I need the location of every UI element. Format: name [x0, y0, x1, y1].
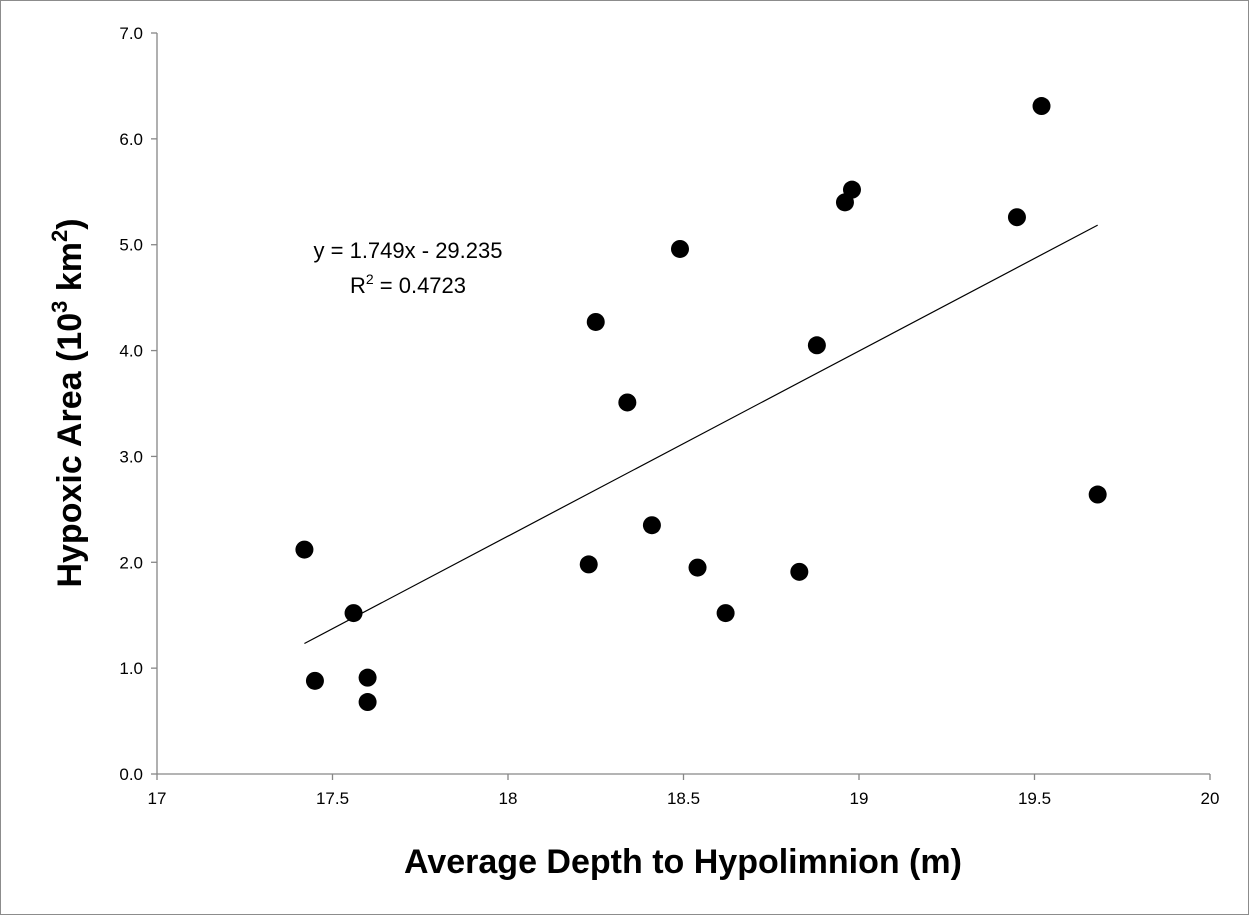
- y-tick-label: 4.0: [119, 342, 143, 361]
- data-point: [1088, 485, 1107, 504]
- x-tick-label: 19: [850, 789, 869, 808]
- axes: [151, 32, 1211, 780]
- y-tick-label: 0.0: [119, 765, 143, 784]
- data-point: [618, 393, 637, 412]
- data-point: [842, 180, 861, 199]
- y-tick-labels: 0.0 1.0 2.0 3.0 4.0 5.0 6.0 7.0: [119, 24, 143, 784]
- x-tick-labels: 17 17.5 18 18.5 19 19.5 20: [148, 789, 1220, 808]
- x-tick-label: 18: [499, 789, 518, 808]
- data-point: [579, 555, 598, 574]
- x-tick-label: 17: [148, 789, 167, 808]
- x-tick-label: 19.5: [1018, 789, 1051, 808]
- x-tick-label: 17.5: [316, 789, 349, 808]
- data-point: [305, 671, 324, 690]
- y-tick-label: 1.0: [119, 659, 143, 678]
- x-axis-title: Average Depth to Hypolimnion (m): [404, 843, 962, 881]
- x-tick-label: 18.5: [667, 789, 700, 808]
- y-tick-label: 3.0: [119, 447, 143, 466]
- x-tick-label: 20: [1201, 789, 1220, 808]
- data-point: [344, 604, 363, 623]
- y-tick-label: 2.0: [119, 553, 143, 572]
- y-tick-label: 6.0: [119, 130, 143, 149]
- y-axis-title: Hypoxic Area (103 km2): [47, 218, 89, 587]
- data-point: [295, 540, 314, 559]
- data-point: [670, 239, 689, 258]
- r-squared-label: R2 = 0.4723: [350, 271, 466, 298]
- data-point: [1032, 97, 1051, 116]
- trendline: [304, 224, 1098, 645]
- data-point: [1007, 208, 1026, 227]
- data-point: [358, 693, 377, 712]
- y-tick-label: 7.0: [119, 24, 143, 43]
- data-points: [295, 97, 1107, 712]
- data-point: [716, 604, 735, 623]
- data-point: [358, 668, 377, 687]
- data-point: [807, 336, 826, 355]
- y-tick-label: 5.0: [119, 236, 143, 255]
- data-point: [642, 516, 661, 535]
- data-point: [586, 312, 605, 331]
- data-point: [688, 558, 707, 577]
- trendline-equation: y = 1.749x - 29.235: [314, 238, 503, 263]
- data-point: [790, 562, 809, 581]
